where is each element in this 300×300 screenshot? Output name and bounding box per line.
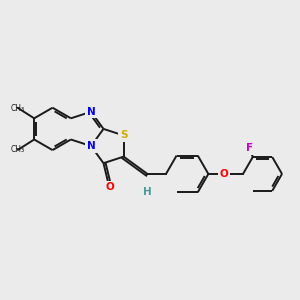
- Text: CH₃: CH₃: [11, 103, 25, 112]
- Text: O: O: [105, 182, 114, 193]
- Text: CH₃: CH₃: [11, 145, 25, 154]
- Text: N: N: [87, 141, 95, 151]
- Text: F: F: [246, 143, 254, 153]
- Text: S: S: [120, 130, 127, 140]
- Text: N: N: [87, 107, 95, 117]
- Text: H: H: [143, 187, 152, 196]
- Text: O: O: [219, 169, 228, 179]
